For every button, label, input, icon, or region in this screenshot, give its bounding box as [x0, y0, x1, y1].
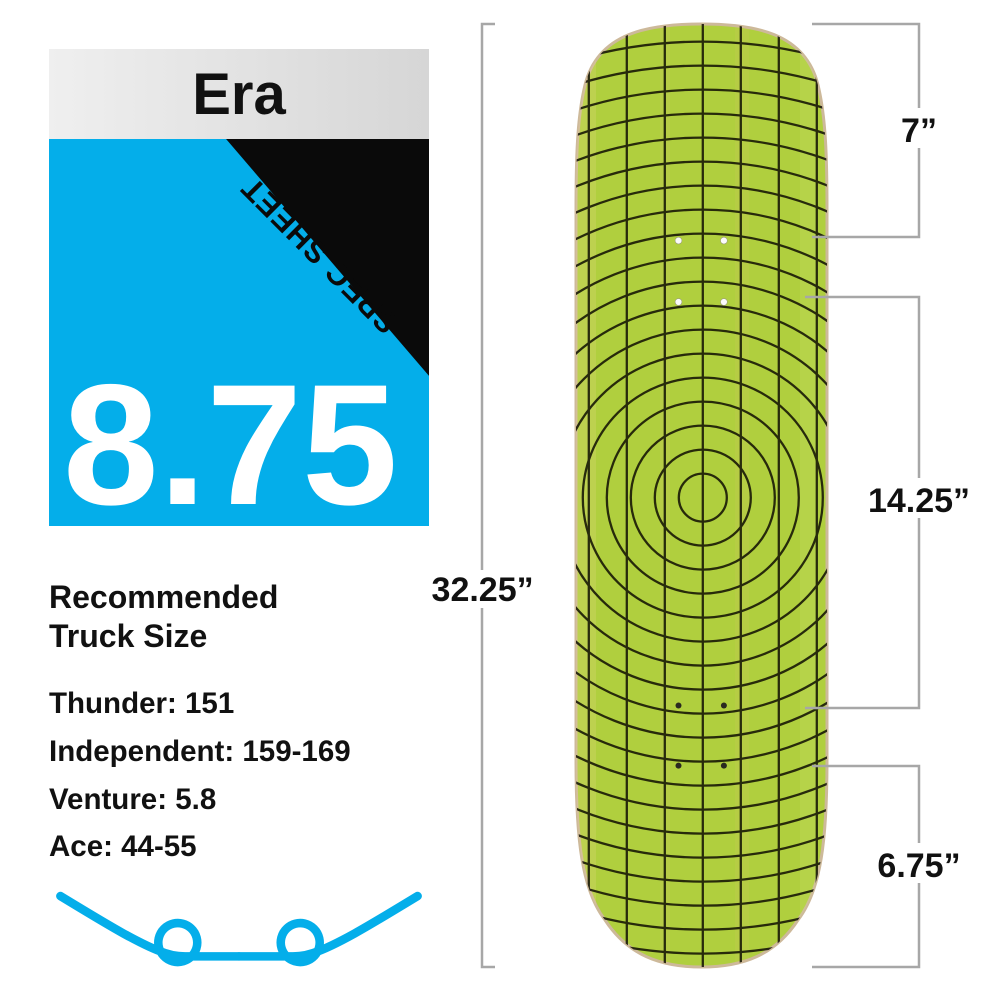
- svg-text:6.75”: 6.75”: [877, 847, 960, 885]
- svg-text:14.25”: 14.25”: [868, 482, 970, 520]
- svg-text:7”: 7”: [901, 112, 937, 150]
- svg-text:32.25”: 32.25”: [432, 571, 534, 609]
